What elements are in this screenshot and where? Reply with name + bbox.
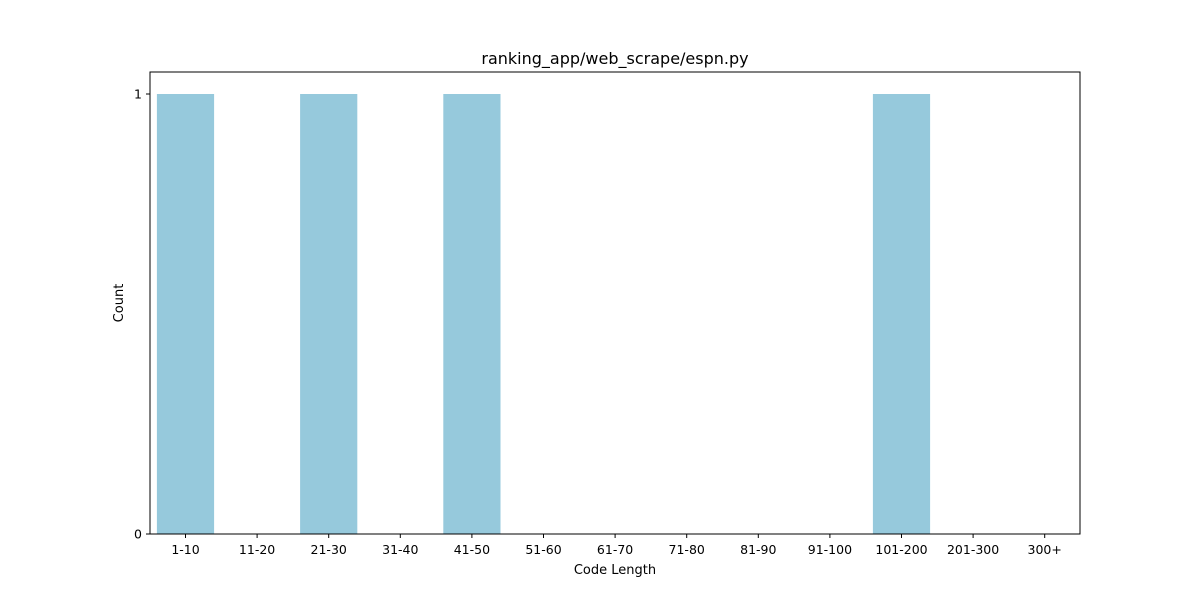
bar-21-30 xyxy=(300,94,358,534)
x-tick-label: 31-40 xyxy=(382,542,418,557)
y-tick-label: 1 xyxy=(134,87,142,102)
bars-group xyxy=(156,94,931,534)
x-tick-label: 11-20 xyxy=(239,542,275,557)
x-tick-label: 21-30 xyxy=(311,542,347,557)
x-tick-label: 300+ xyxy=(1028,542,1062,557)
x-tick-label: 61-70 xyxy=(597,542,633,557)
bar-101-200 xyxy=(872,94,931,534)
y-axis-ticks: 01 xyxy=(134,87,150,542)
chart-title: ranking_app/web_scrape/espn.py xyxy=(481,49,748,69)
x-tick-label: 41-50 xyxy=(454,542,490,557)
bar-41-50 xyxy=(443,94,501,534)
x-axis-ticks: 1-10 11-20 21-30 31-40 41-50 51-60 61-70 71-80 8… xyxy=(171,534,1062,557)
x-tick-label: 101-200 xyxy=(875,542,927,557)
x-tick-label: 1-10 xyxy=(171,542,199,557)
x-tick-label: 91-100 xyxy=(808,542,852,557)
x-axis-label: Code Length xyxy=(574,563,656,578)
x-tick-label: 81-90 xyxy=(740,542,776,557)
plot-frame xyxy=(149,71,1081,535)
y-tick-label: 0 xyxy=(134,527,142,542)
y-axis-label: Count xyxy=(112,284,127,323)
bar-1-10 xyxy=(156,94,215,534)
x-tick-label: 201-300 xyxy=(947,542,999,557)
x-tick-label: 71-80 xyxy=(669,542,705,557)
x-tick-label: 51-60 xyxy=(525,542,561,557)
